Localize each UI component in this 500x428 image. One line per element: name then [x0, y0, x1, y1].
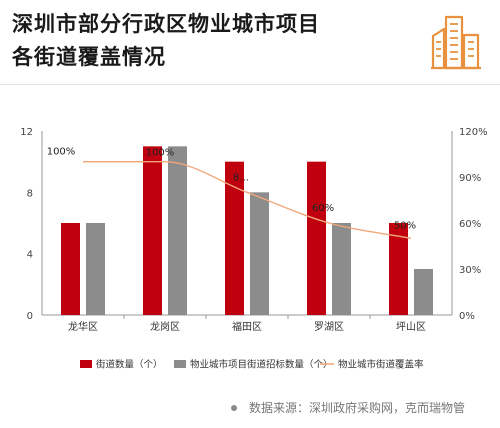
- bar-street-count: [225, 161, 244, 315]
- legend-swatch-street-count: [80, 360, 92, 368]
- y-left-tick-label: 0: [27, 311, 33, 322]
- coverage-data-label: 8...: [233, 172, 249, 183]
- coverage-data-label: 50%: [394, 220, 416, 231]
- y-right-tick-label: 0%: [459, 311, 475, 322]
- coverage-data-label: 60%: [312, 203, 334, 214]
- legend-swatch-tender-count: [174, 360, 186, 368]
- header-divider: [0, 84, 500, 85]
- building-icon: [431, 15, 481, 70]
- bar-street-count: [61, 223, 80, 315]
- x-tick-label: 龙华区: [68, 320, 98, 333]
- coverage-data-label: 100%: [47, 147, 76, 158]
- coverage-line: [83, 160, 412, 240]
- x-tick-label: 龙岗区: [150, 320, 180, 333]
- bar-street-count: [143, 146, 162, 315]
- y-left-tick-label: 4: [27, 250, 33, 261]
- legend-label: 物业城市项目街道招标数量（个）: [190, 359, 333, 371]
- x-tick-label: 坪山区: [396, 320, 426, 333]
- y-right-tick-label: 90%: [459, 173, 481, 184]
- legend-label: 街道数量（个）: [96, 359, 163, 371]
- bar-tender-count: [86, 223, 105, 315]
- coverage-data-label: 100%: [146, 148, 175, 159]
- x-tick-label: 罗湖区: [314, 321, 344, 333]
- bar-tender-count: [250, 192, 269, 315]
- bar-street-count: [307, 161, 326, 315]
- bar-tender-count: [168, 146, 187, 315]
- bar-tender-count: [414, 269, 433, 315]
- bar-tender-count: [332, 223, 351, 315]
- legend-label: 物业城市街道覆盖率: [338, 359, 424, 371]
- bullet-dot: [231, 404, 237, 411]
- y-right-tick-label: 60%: [459, 219, 481, 230]
- y-left-tick-label: 8: [27, 188, 33, 199]
- x-tick-label: 福田区: [232, 320, 262, 333]
- page-title-line-2: 各街道覆盖情况: [12, 45, 166, 69]
- data-source: 数据来源：深圳政府采购网，克而瑞物管: [231, 399, 465, 416]
- data-source-text: 数据来源：深圳政府采购网，克而瑞物管: [249, 401, 466, 415]
- page-title-line-1: 深圳市部分行政区物业城市项目: [12, 12, 320, 36]
- y-right-tick-label: 120%: [459, 127, 488, 138]
- bar-street-count: [389, 223, 408, 315]
- y-left-tick-label: 12: [20, 127, 33, 138]
- y-right-tick-label: 30%: [459, 265, 481, 276]
